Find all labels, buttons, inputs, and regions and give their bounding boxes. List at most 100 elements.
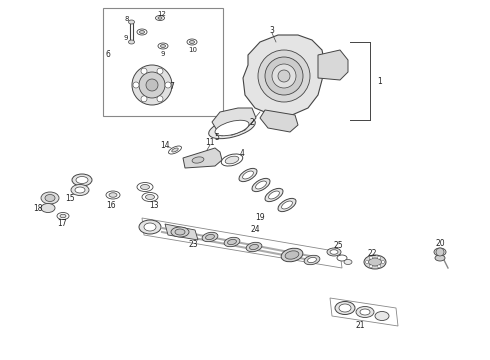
- Ellipse shape: [155, 15, 165, 21]
- Ellipse shape: [206, 234, 215, 240]
- Ellipse shape: [140, 31, 145, 33]
- Circle shape: [132, 65, 172, 105]
- Ellipse shape: [106, 191, 120, 199]
- Ellipse shape: [202, 232, 218, 242]
- Text: 15: 15: [65, 194, 75, 202]
- Polygon shape: [260, 110, 298, 132]
- Circle shape: [141, 68, 147, 74]
- Circle shape: [369, 256, 372, 259]
- Ellipse shape: [187, 39, 197, 45]
- Ellipse shape: [356, 306, 374, 318]
- Ellipse shape: [304, 255, 320, 265]
- Ellipse shape: [209, 117, 255, 139]
- Ellipse shape: [45, 194, 55, 202]
- Ellipse shape: [128, 20, 134, 24]
- Text: 19: 19: [255, 212, 265, 221]
- Ellipse shape: [158, 17, 162, 19]
- Circle shape: [139, 72, 165, 98]
- Polygon shape: [243, 35, 325, 115]
- Text: 24: 24: [250, 225, 260, 234]
- Circle shape: [133, 82, 139, 88]
- Ellipse shape: [221, 154, 243, 166]
- Ellipse shape: [282, 201, 293, 209]
- Ellipse shape: [364, 255, 386, 269]
- Text: 1: 1: [377, 77, 382, 86]
- Ellipse shape: [335, 302, 355, 315]
- Ellipse shape: [272, 64, 296, 88]
- Ellipse shape: [139, 220, 161, 234]
- Ellipse shape: [146, 194, 154, 199]
- Ellipse shape: [190, 41, 195, 44]
- Ellipse shape: [71, 185, 89, 195]
- Text: 21: 21: [355, 321, 365, 330]
- Ellipse shape: [278, 198, 296, 212]
- Text: 22: 22: [367, 248, 377, 257]
- Bar: [103, 8, 223, 116]
- Ellipse shape: [192, 157, 204, 163]
- Ellipse shape: [169, 146, 181, 154]
- Ellipse shape: [344, 260, 352, 265]
- Ellipse shape: [76, 176, 88, 184]
- Circle shape: [377, 256, 381, 259]
- Circle shape: [377, 265, 381, 268]
- Ellipse shape: [128, 40, 134, 44]
- Ellipse shape: [278, 70, 290, 82]
- Ellipse shape: [75, 187, 85, 193]
- Circle shape: [366, 261, 368, 264]
- Ellipse shape: [252, 179, 270, 192]
- Ellipse shape: [265, 57, 303, 95]
- Circle shape: [157, 68, 163, 74]
- Text: 9: 9: [124, 35, 128, 41]
- Text: 6: 6: [105, 50, 110, 59]
- Ellipse shape: [434, 248, 446, 256]
- Ellipse shape: [339, 304, 351, 312]
- Ellipse shape: [269, 191, 279, 199]
- Ellipse shape: [57, 212, 69, 220]
- Ellipse shape: [137, 183, 153, 192]
- Polygon shape: [212, 108, 256, 135]
- Ellipse shape: [171, 227, 189, 237]
- Ellipse shape: [360, 309, 370, 315]
- Ellipse shape: [41, 192, 59, 204]
- Text: 23: 23: [188, 239, 197, 248]
- Ellipse shape: [243, 171, 253, 179]
- Ellipse shape: [161, 45, 166, 48]
- Ellipse shape: [142, 193, 158, 202]
- Ellipse shape: [281, 248, 303, 262]
- Circle shape: [436, 248, 444, 256]
- Text: 12: 12: [158, 11, 167, 17]
- Text: 14: 14: [160, 140, 170, 149]
- Circle shape: [165, 82, 171, 88]
- Polygon shape: [165, 224, 198, 240]
- Ellipse shape: [41, 203, 55, 212]
- Ellipse shape: [375, 311, 389, 320]
- Ellipse shape: [175, 229, 185, 235]
- Polygon shape: [318, 50, 348, 80]
- Text: 5: 5: [214, 132, 219, 141]
- Text: 2: 2: [249, 117, 254, 126]
- Text: 10: 10: [189, 47, 197, 53]
- Ellipse shape: [258, 50, 310, 102]
- Ellipse shape: [60, 214, 66, 218]
- Ellipse shape: [137, 29, 147, 35]
- Text: 7: 7: [170, 81, 174, 90]
- Ellipse shape: [215, 120, 249, 136]
- Ellipse shape: [435, 255, 445, 261]
- Ellipse shape: [227, 239, 237, 244]
- Circle shape: [141, 96, 147, 102]
- Ellipse shape: [256, 181, 267, 189]
- Ellipse shape: [249, 244, 258, 249]
- Ellipse shape: [158, 43, 168, 49]
- Ellipse shape: [224, 237, 240, 247]
- Ellipse shape: [72, 174, 92, 186]
- Circle shape: [382, 261, 385, 264]
- Text: 16: 16: [106, 201, 116, 210]
- Ellipse shape: [327, 248, 341, 256]
- Text: 18: 18: [33, 203, 43, 212]
- Ellipse shape: [246, 242, 262, 252]
- Text: 17: 17: [57, 219, 67, 228]
- Ellipse shape: [330, 250, 338, 254]
- Ellipse shape: [239, 168, 257, 181]
- Ellipse shape: [225, 156, 239, 164]
- Ellipse shape: [337, 255, 347, 261]
